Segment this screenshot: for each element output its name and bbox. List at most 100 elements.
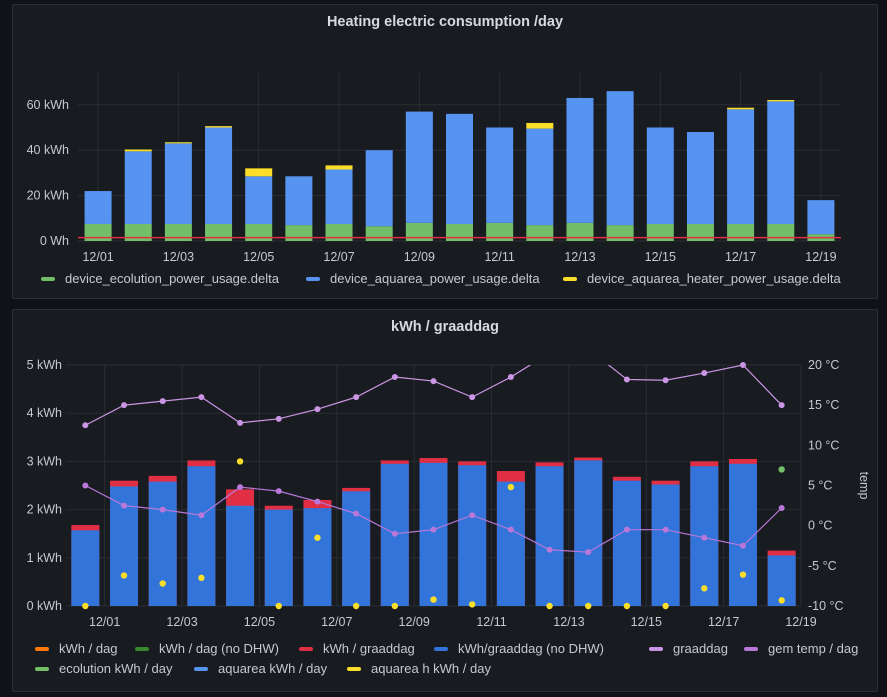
bar-segment: [566, 222, 594, 241]
point-aquarea-h-kwh-day: [623, 602, 631, 610]
point-gem-temp-dag: [314, 498, 321, 505]
x-tick-label: 12/15: [645, 250, 676, 264]
point-graaddag: [739, 362, 746, 368]
bar-segment: [205, 126, 233, 128]
legend-swatch: [744, 646, 758, 651]
legend-item-aquarea-h[interactable]: aquarea h kWh / day: [347, 661, 491, 676]
point-aquarea-h-kwh-day: [739, 571, 747, 578]
legend-item-kwh-graaddag[interactable]: kWh / graaddag: [299, 641, 415, 656]
y-tick-label-right: 0 °C: [808, 519, 832, 533]
y-tick-label: 60 kWh: [27, 98, 69, 112]
point-aquarea-h-kwh-day: [314, 534, 321, 541]
x-tick-label: 12/01: [82, 250, 113, 264]
legend-swatch: [563, 276, 577, 281]
bar-kwh-graaddag-no-dhw: [728, 463, 757, 606]
y-tick-label: 20 kWh: [27, 189, 69, 203]
point-gem-temp-dag: [623, 526, 630, 533]
bar-segment: [405, 111, 433, 223]
legend-item-aquarea-heater[interactable]: device_aquarea_heater_power_usage.delta: [563, 271, 841, 286]
point-aquarea-h-kwh-day: [352, 602, 360, 610]
point-gem-temp-dag: [778, 504, 785, 511]
legend-label: graaddag: [673, 641, 728, 656]
point-aquarea-h-kwh-day: [159, 580, 166, 587]
bar-segment: [727, 109, 755, 224]
point-gem-temp-dag: [585, 549, 592, 556]
legend-item-aquarea[interactable]: device_aquarea_power_usage.delta: [306, 271, 540, 286]
bar-kwh-graaddag-no-dhw: [264, 509, 293, 606]
x-tick-label: 12/05: [243, 250, 274, 264]
legend-item-graaddag[interactable]: graaddag: [649, 641, 728, 656]
bar-segment: [727, 223, 755, 241]
bar-segment: [807, 200, 835, 235]
bar-segment: [124, 149, 152, 152]
bar-segment: [365, 226, 393, 241]
legend-item-kwh-dag[interactable]: kWh / dag: [35, 641, 118, 656]
legend-label: ecolution kWh / day: [59, 661, 173, 676]
panel-kwh-graaddag: kWh / graaddag 0 kWh 1 kWh 2 kWh 3 kWh 4 kWh…: [12, 309, 878, 692]
bar-segment: [446, 113, 473, 224]
point-aquarea-h-kwh-day: [275, 602, 282, 610]
bar-kwh-graaddag-no-dhw: [342, 491, 371, 606]
bar-segment: [285, 176, 313, 226]
bar-segment: [164, 223, 192, 241]
point-aquarea-h-kwh-day: [507, 483, 515, 491]
legend-swatch: [434, 646, 448, 651]
x-tick-label: 12/17: [708, 615, 739, 629]
legend-swatch: [135, 646, 149, 651]
x-tick-label: 12/07: [323, 250, 354, 264]
point-gem-temp-dag: [121, 502, 128, 509]
y-tick-label-right: -10 °C: [808, 599, 844, 613]
point-aquarea-h-kwh-day: [585, 602, 592, 610]
bar-segment: [767, 223, 795, 241]
bar-kwh-graaddag-no-dhw: [574, 460, 603, 606]
bar-kwh-graaddag-no-dhw: [148, 481, 177, 606]
legend-item-aquarea[interactable]: aquarea kWh / day: [194, 661, 327, 676]
x-tick-label: 12/11: [484, 250, 514, 264]
legend-label: kWh/graaddag (no DHW): [458, 641, 604, 656]
bar-kwh-graaddag-no-dhw: [651, 484, 680, 606]
bar-kwh-graaddag-no-dhw: [458, 465, 487, 606]
legend-label: aquarea h kWh / day: [371, 661, 491, 676]
y-tick-label-left: 3 kWh: [27, 454, 62, 468]
y-tick-label-right: -5 °C: [808, 559, 837, 573]
bar-segment: [164, 142, 192, 144]
legend-item-kwh-dag-no-dhw[interactable]: kWh / dag (no DHW): [135, 641, 279, 656]
point-gem-temp-dag: [662, 526, 669, 533]
legend-item-kwh-graaddag-no-dhw[interactable]: kWh/graaddag (no DHW): [434, 641, 604, 656]
legend-item-gem-temp[interactable]: gem temp / dag: [744, 641, 858, 656]
x-tick-label: 12/03: [163, 250, 194, 264]
point-gem-temp-dag: [507, 526, 514, 533]
point-graaddag: [198, 394, 205, 401]
x-tick-label: 12/11: [476, 615, 506, 629]
bar-segment: [686, 132, 714, 224]
x-tick-label: 12/07: [321, 615, 352, 629]
point-graaddag: [237, 419, 244, 426]
x-tick-label: 12/17: [725, 250, 756, 264]
point-gem-temp-dag: [430, 526, 437, 533]
bar-kwh-graaddag-no-dhw: [496, 481, 525, 606]
point-gem-temp-dag: [237, 484, 244, 491]
legend-item-ecolution[interactable]: ecolution kWh / day: [35, 661, 172, 676]
point-graaddag: [121, 402, 128, 409]
point-aquarea-h-kwh-day: [82, 602, 89, 610]
point-gem-temp-dag: [275, 488, 282, 495]
legend-swatch: [35, 646, 49, 651]
point-graaddag: [701, 370, 708, 377]
bar-segment: [84, 223, 112, 241]
y-tick-label-right: 20 °C: [808, 358, 839, 372]
point-gem-temp-dag: [198, 512, 205, 519]
legend-swatch: [194, 666, 208, 671]
bar-segment: [727, 107, 755, 110]
legend-label: kWh / dag: [59, 641, 118, 656]
legend-swatch: [306, 276, 320, 281]
legend-swatch: [35, 666, 49, 671]
legend-label: device_aquarea_heater_power_usage.delta: [587, 271, 841, 286]
legend-item-ecolution[interactable]: device_ecolution_power_usage.delta: [41, 271, 279, 286]
bar-segment: [446, 223, 473, 241]
x-tick-label: 12/09: [404, 250, 435, 264]
legend-label: aquarea kWh / day: [218, 661, 328, 676]
bar-segment: [124, 151, 152, 224]
y-tick-label: 40 kWh: [27, 143, 69, 157]
point-graaddag: [507, 374, 514, 381]
bar-kwh-graaddag-no-dhw: [187, 466, 216, 606]
